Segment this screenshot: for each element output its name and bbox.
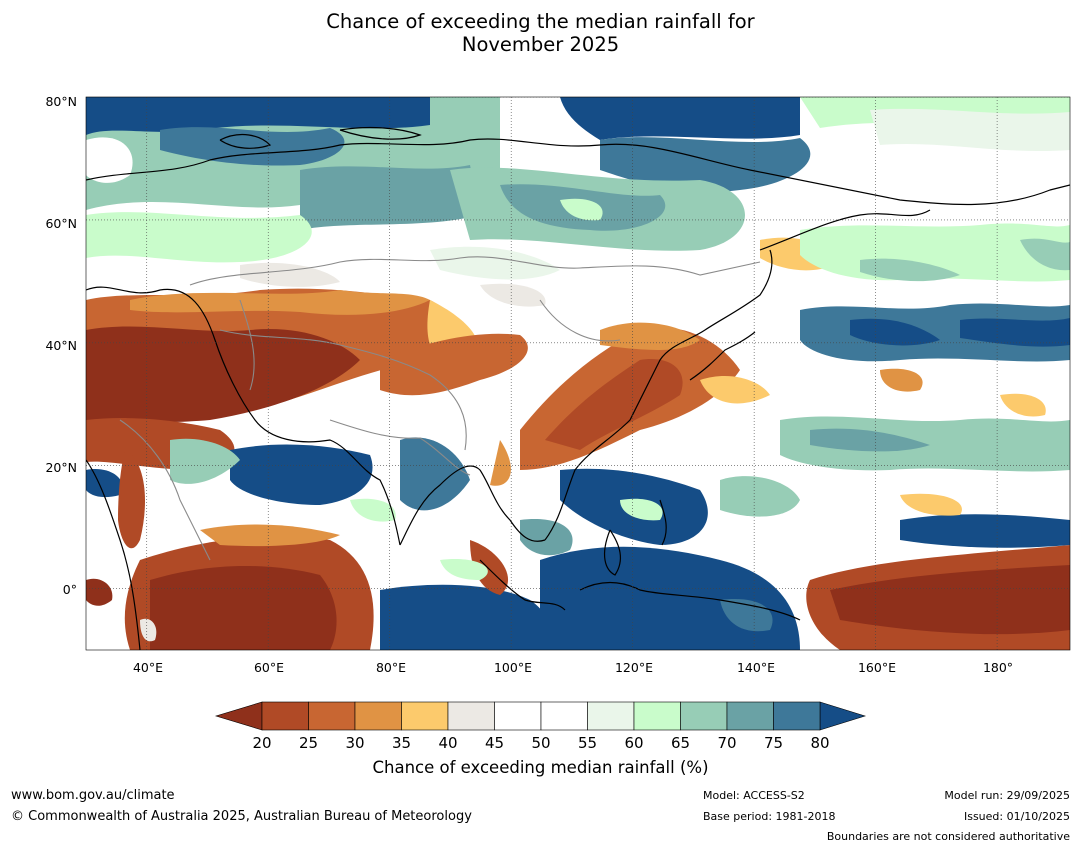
colorbar: 20 25 30 35 40 45 50 55 60 65 70 75 80: [214, 701, 867, 752]
colorbar-tick-label: 35: [392, 734, 411, 752]
coastlines: [86, 126, 1070, 650]
colorbar-right-arrow: [819, 701, 867, 731]
footer-model: Model: ACCESS-S2: [703, 789, 805, 802]
lat-label-0: 0°: [63, 582, 77, 597]
footer-website[interactable]: www.bom.gov.au/climate: [11, 788, 175, 803]
colorbar-segment: [401, 701, 449, 731]
colorbar-label: Chance of exceeding median rainfall (%): [372, 758, 709, 777]
colorbar-tick-label: 45: [485, 734, 504, 752]
colorbar-tick-label: 20: [252, 734, 271, 752]
colorbar-segment: [773, 701, 821, 731]
lat-label-80n: 80°N: [45, 94, 77, 109]
colorbar-tick-label: 80: [810, 734, 829, 752]
lon-label-160e: 160°E: [858, 660, 896, 675]
colorbar-tick-label: 65: [671, 734, 690, 752]
colorbar-tick-label: 75: [764, 734, 783, 752]
lat-label-20n: 20°N: [45, 460, 77, 475]
title-line-1: Chance of exceeding the median rainfall …: [326, 10, 755, 33]
lon-label-80e: 80°E: [376, 660, 406, 675]
colorbar-segment: [587, 701, 635, 731]
region-south-asia-wet: [86, 437, 470, 511]
footer-issued: Issued: 01/10/2025: [963, 810, 1070, 823]
colorbar-segment: [726, 701, 774, 731]
colorbar-segment: [447, 701, 495, 731]
lat-label-40n: 40°N: [45, 338, 77, 353]
colorbar-segment: [308, 701, 356, 731]
lon-label-40e: 40°E: [133, 660, 163, 675]
lon-label-120e: 120°E: [615, 660, 653, 675]
country-borders: [119, 256, 761, 561]
map-title: Chance of exceeding the median rainfall …: [0, 10, 1081, 56]
footer-copyright: © Commonwealth of Australia 2025, Austra…: [11, 809, 472, 824]
colorbar-segment: [633, 701, 681, 731]
latitude-axis: 80°N 60°N 40°N 20°N 0°: [45, 94, 77, 597]
colorbar-tick-label: 30: [345, 734, 364, 752]
colorbar-left-arrow: [214, 701, 263, 731]
region-light-patches: [140, 198, 773, 642]
colorbar-tick-label: 40: [438, 734, 457, 752]
longitude-axis: 40°E 60°E 80°E 100°E 120°E 140°E 160°E 1…: [133, 660, 1013, 675]
lon-label-180: 180°: [983, 660, 1013, 675]
colorbar-tick-label: 55: [578, 734, 597, 752]
map-frame: [85, 96, 1071, 651]
colorbar-segment: [261, 701, 309, 731]
region-china-dry: [380, 322, 770, 486]
map-area: [86, 97, 1070, 650]
colorbar-segment: [354, 701, 402, 731]
lon-label-140e: 140°E: [737, 660, 775, 675]
colorbar-tick-label: 25: [299, 734, 318, 752]
footer-base-period: Base period: 1981-2018: [703, 810, 836, 823]
colorbar-tick-label: 60: [624, 734, 643, 752]
lon-label-60e: 60°E: [254, 660, 284, 675]
colorbar-tick-label: 70: [717, 734, 736, 752]
colorbar-segment: [494, 701, 542, 731]
title-line-2: November 2025: [461, 33, 620, 56]
footer-disclaimer: Boundaries are not considered authoritat…: [826, 830, 1070, 843]
region-west-indian-ocean-dry: [86, 450, 374, 650]
lon-label-100e: 100°E: [494, 660, 532, 675]
colorbar-segment: [540, 701, 588, 731]
region-pacific: [760, 223, 1070, 650]
gridlines: [86, 97, 1070, 650]
colorbar-segment: [680, 701, 728, 731]
lat-label-60n: 60°N: [45, 216, 77, 231]
footer-model-run: Model run: 29/09/2025: [944, 789, 1070, 802]
colorbar-tick-label: 50: [531, 734, 550, 752]
